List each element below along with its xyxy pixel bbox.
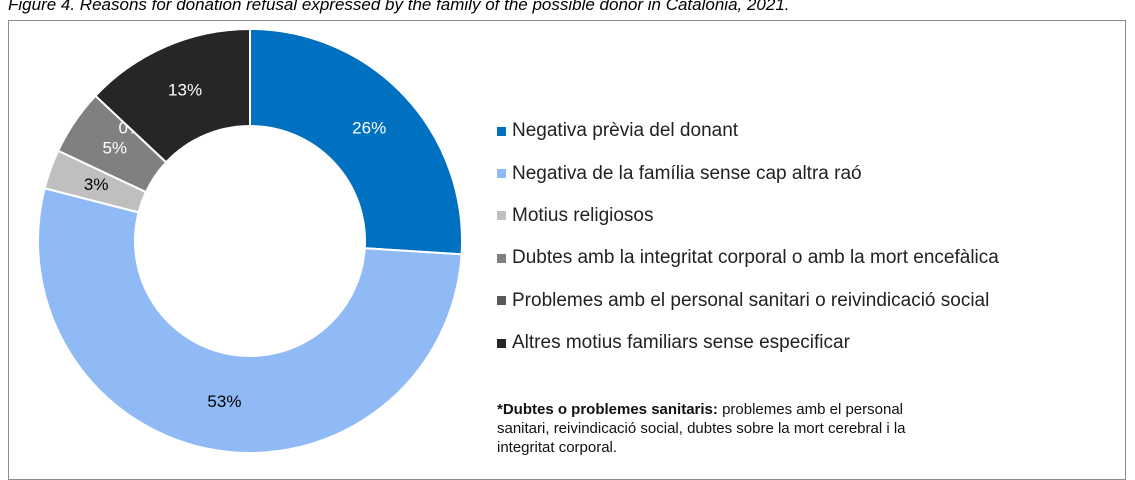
donut-slice bbox=[37, 187, 463, 454]
legend-label: Dubtes amb la integritat corporal o amb … bbox=[512, 247, 999, 269]
data-label: 53% bbox=[207, 392, 241, 411]
legend-swatch bbox=[497, 338, 506, 348]
legend-label: Negativa de la família sense cap altra r… bbox=[512, 162, 862, 184]
donut-slice bbox=[94, 27, 251, 164]
note: *Dubtes o problemes sanitaris: problemes… bbox=[497, 400, 917, 457]
donut-slice bbox=[249, 27, 463, 256]
legend-entry: Problemes amb el personal sanitari o rei… bbox=[497, 280, 999, 322]
legend-label: Problemes amb el personal sanitari o rei… bbox=[512, 289, 990, 311]
data-label: 26% bbox=[352, 119, 386, 138]
data-label: 5% bbox=[102, 139, 127, 158]
legend-swatch bbox=[497, 296, 506, 306]
legend-entry: Motius religiosos bbox=[497, 195, 999, 237]
page: Figure 4. Reasons for donation refusal e… bbox=[8, 0, 1126, 480]
data-label: 13% bbox=[168, 80, 202, 99]
legend-label: Motius religiosos bbox=[512, 204, 654, 226]
note-label: *Dubtes o problemes sanitaris: bbox=[497, 401, 718, 418]
legend-entry: Dubtes amb la integritat corporal o amb … bbox=[497, 237, 999, 279]
legend-swatch bbox=[497, 169, 506, 179]
legend-swatch bbox=[497, 253, 506, 263]
legend-swatch bbox=[497, 126, 506, 136]
note-text: problemes amb el personal sanitari, reiv… bbox=[497, 401, 906, 456]
legend-swatch bbox=[497, 211, 506, 221]
legend-label: Altres motius familiars sense especifica… bbox=[512, 332, 850, 354]
data-label: 3% bbox=[84, 175, 109, 194]
legend: Negativa prèvia del donant Negativa de la… bbox=[497, 110, 999, 364]
legend-entry: Negativa prèvia del donant bbox=[497, 110, 999, 152]
chart: 26%53%3%5%0%13% bbox=[37, 27, 463, 454]
legend-entry: Negativa de la família sense cap altra r… bbox=[497, 152, 999, 194]
legend-label: Negativa prèvia del donant bbox=[512, 120, 739, 142]
legend-entry: Altres motius familiars sense especifica… bbox=[497, 322, 999, 364]
chart-title: Figure 4. Reasons for donation refusal e… bbox=[8, 0, 790, 14]
